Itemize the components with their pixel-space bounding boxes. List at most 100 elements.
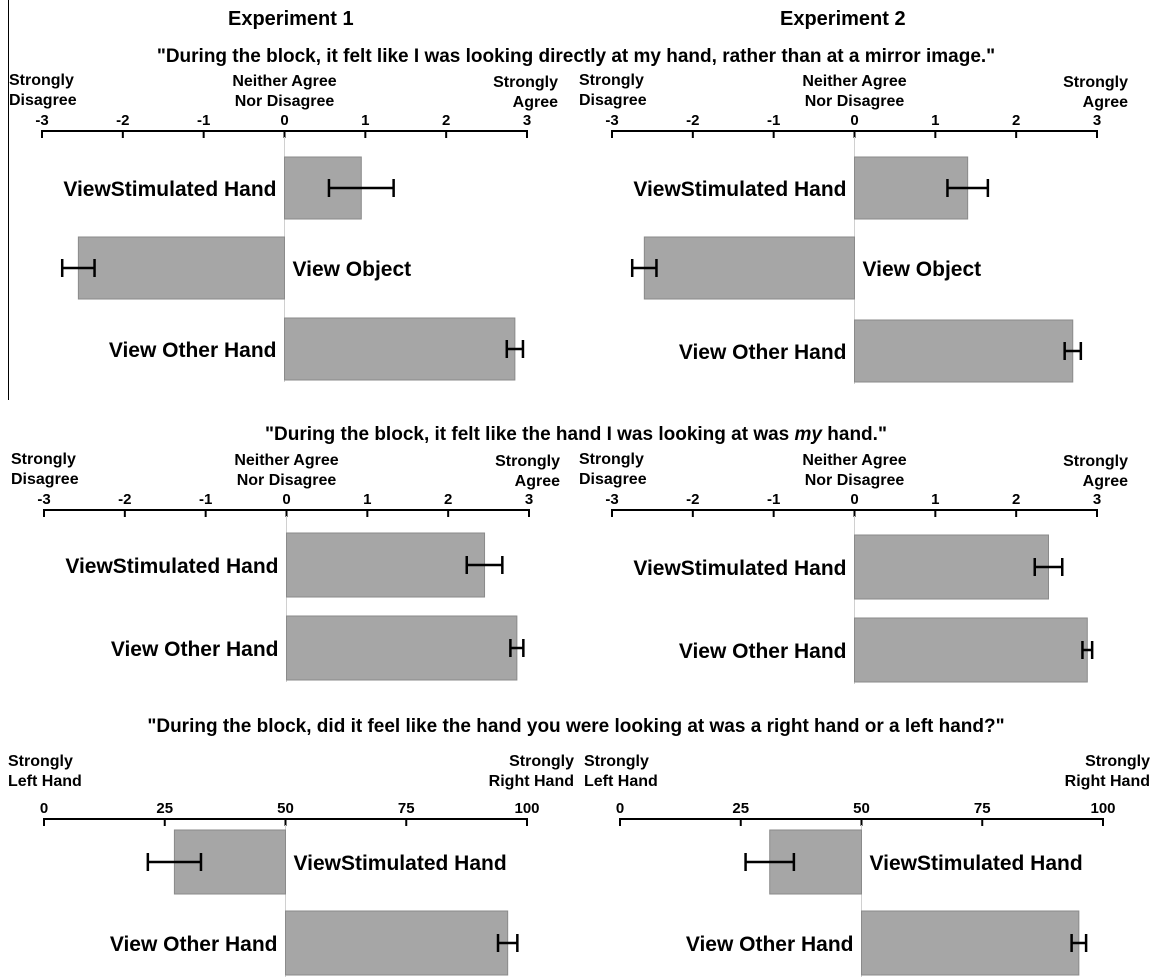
panel-1-label-strongly-agree-line-1: Strongly <box>493 74 558 91</box>
panel-1-category-label-2: View Object <box>293 258 412 281</box>
question-1: "During the block, it felt like I was lo… <box>156 46 996 67</box>
panel-2-tick-label--3: -3 <box>605 112 618 129</box>
panel-1-category-label-1: ViewStimulated Hand <box>63 178 276 201</box>
panel-6-tick-label-75: 75 <box>974 800 991 817</box>
panel-1-tick-label--1: -1 <box>197 112 210 129</box>
panel-2-category-label-3: View Other Hand <box>679 341 847 364</box>
panel-5-label-strongly-right-line-1: Strongly <box>509 753 574 770</box>
panel-4-label-strongly-disagree-line-1: Strongly <box>579 451 644 468</box>
panel-4-tick-label-3: 3 <box>1093 491 1101 508</box>
panel-2-tick-label-3: 3 <box>1093 112 1101 129</box>
panel-2-tick-label--2: -2 <box>686 112 699 129</box>
figure-left-rule <box>8 0 9 400</box>
panel-1-bar-2 <box>77 236 285 300</box>
panel-5-tick-label-0: 0 <box>40 800 48 817</box>
panel-3-tick-label--3: -3 <box>37 491 50 508</box>
panel-3-label-neutral-line-1: Neither Agree <box>234 452 338 469</box>
panel-4-tick-label--2: -2 <box>686 491 699 508</box>
panel-1-label-strongly-disagree-line-2: Disagree <box>9 92 77 109</box>
panel-6-tick-label-25: 25 <box>732 800 749 817</box>
panel-6-label-strongly-right-line-1: Strongly <box>1085 753 1150 770</box>
panel-2-tick-label-1: 1 <box>931 112 939 129</box>
panel-4-label-neutral-line-1: Neither Agree <box>802 452 906 469</box>
panel-1-tick-label-1: 1 <box>361 112 369 129</box>
panel-1-tick-label--3: -3 <box>35 112 48 129</box>
panel-1-tick-label-0: 0 <box>280 112 288 129</box>
panel-3-tick-label-2: 2 <box>444 491 452 508</box>
experiment-1-title: Experiment 1 <box>228 8 354 30</box>
panel-2-tick-label-2: 2 <box>1012 112 1020 129</box>
panel-3-tick-label-3: 3 <box>525 491 533 508</box>
panel-2-category-label-1: ViewStimulated Hand <box>633 178 846 201</box>
panel-3-bar-2 <box>286 615 518 681</box>
panel-6-label-strongly-left-line-1: Strongly <box>584 753 649 770</box>
panel-2-bar-3 <box>854 319 1074 383</box>
panel-4-label-strongly-agree-line-2: Agree <box>1083 473 1128 490</box>
panel-4-label-strongly-agree-line-1: Strongly <box>1063 453 1128 470</box>
panel-1-label-neutral-line-2: Nor Disagree <box>235 93 335 110</box>
panel-3-label-neutral-line-2: Nor Disagree <box>237 472 337 489</box>
panel-5-tick-label-100: 100 <box>514 800 539 817</box>
panel-4-tick-label-0: 0 <box>850 491 858 508</box>
panel-3-bar-1 <box>286 532 486 598</box>
panel-1-category-label-3: View Other Hand <box>109 339 277 362</box>
experiment-2-title: Experiment 2 <box>780 8 906 30</box>
question-2-emphasis: my <box>794 424 822 445</box>
panel-1-tick-label--2: -2 <box>116 112 129 129</box>
panel-1-label-neutral-line-1: Neither Agree <box>232 73 336 90</box>
panel-4-tick-label--1: -1 <box>767 491 780 508</box>
panel-2-label-strongly-agree-line-1: Strongly <box>1063 74 1128 91</box>
panel-4-bar-1 <box>854 534 1049 600</box>
panel-5-tick-label-75: 75 <box>398 800 415 817</box>
panel-5-tick-label-50: 50 <box>277 800 294 817</box>
panel-2-label-strongly-disagree-line-2: Disagree <box>579 92 647 109</box>
panel-3-label-strongly-disagree-line-2: Disagree <box>11 471 79 488</box>
panel-6-tick-label-50: 50 <box>853 800 870 817</box>
panel-3-tick-label--2: -2 <box>118 491 131 508</box>
panel-5-label-strongly-left-line-2: Left Hand <box>8 773 82 790</box>
panel-1-tick-label-2: 2 <box>442 112 450 129</box>
panel-2-category-label-2: View Object <box>863 258 982 281</box>
question-2: "During the block, it felt like the hand… <box>0 424 1152 446</box>
panel-2-label-neutral-line-1: Neither Agree <box>802 73 906 90</box>
panel-1-label-strongly-disagree-line-1: Strongly <box>9 72 74 89</box>
panel-5-category-label-2: View Other Hand <box>110 933 278 956</box>
panel-6-tick-label-100: 100 <box>1090 800 1115 817</box>
panel-5-bar-2 <box>285 910 509 976</box>
panel-3-tick-label-0: 0 <box>282 491 290 508</box>
panel-6-category-label-1: ViewStimulated Hand <box>870 852 1083 875</box>
panel-6-category-label-2: View Other Hand <box>686 933 854 956</box>
panel-1-label-strongly-agree-line-2: Agree <box>513 94 558 111</box>
panel-3-category-label-1: ViewStimulated Hand <box>65 555 278 578</box>
panel-5-tick-label-25: 25 <box>156 800 173 817</box>
panel-4-tick-label-1: 1 <box>931 491 939 508</box>
panel-5-category-label-1: ViewStimulated Hand <box>294 852 507 875</box>
panel-3-tick-label--1: -1 <box>199 491 212 508</box>
panel-4-tick-label--3: -3 <box>605 491 618 508</box>
panel-2-label-neutral-line-2: Nor Disagree <box>805 93 905 110</box>
panel-3-label-strongly-agree-line-2: Agree <box>515 473 560 490</box>
panel-4-label-strongly-disagree-line-2: Disagree <box>579 471 647 488</box>
panel-6-label-strongly-left-line-2: Left Hand <box>584 773 658 790</box>
panel-2-label-strongly-agree-line-2: Agree <box>1083 94 1128 111</box>
panel-5-label-strongly-right-line-2: Right Hand <box>489 773 574 790</box>
question-2-pre: "During the block, it felt like the hand… <box>265 424 795 445</box>
panel-4-label-neutral-line-2: Nor Disagree <box>805 472 905 489</box>
panel-2-tick-label--1: -1 <box>767 112 780 129</box>
panel-2-tick-label-0: 0 <box>850 112 858 129</box>
panel-4-tick-label-2: 2 <box>1012 491 1020 508</box>
panel-3-label-strongly-agree-line-1: Strongly <box>495 453 560 470</box>
panel-4-category-label-2: View Other Hand <box>679 640 847 663</box>
question-3: "During the block, did it feel like the … <box>147 716 1005 737</box>
question-2-post: hand." <box>822 424 887 445</box>
panel-6-tick-label-0: 0 <box>616 800 624 817</box>
panel-4-category-label-1: ViewStimulated Hand <box>633 557 846 580</box>
panel-6-bar-2 <box>861 910 1080 976</box>
panel-3-tick-label-1: 1 <box>363 491 371 508</box>
panel-3-category-label-2: View Other Hand <box>111 638 279 661</box>
panel-1-bar-3 <box>284 317 516 381</box>
panel-5-label-strongly-left-line-1: Strongly <box>8 753 73 770</box>
panel-1-tick-label-3: 3 <box>523 112 531 129</box>
panel-4-bar-2 <box>854 617 1088 683</box>
